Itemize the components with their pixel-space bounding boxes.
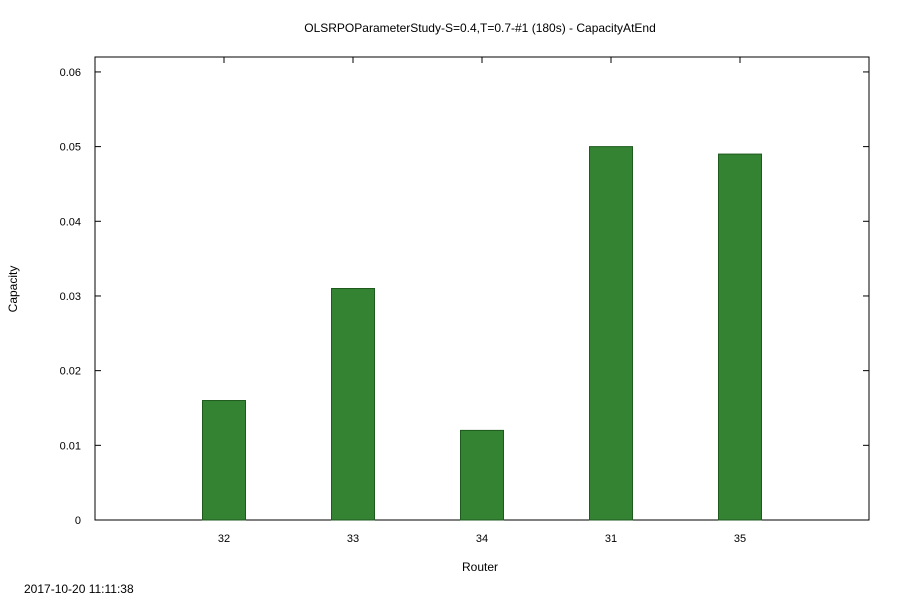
bar-router-35 [718,153,762,521]
x-tick-label: 32 [218,533,230,545]
y-tick-label: 0.03 [60,291,81,303]
x-tick-label: 35 [734,533,746,545]
bars [202,146,762,521]
timestamp: 2017-10-20 11:11:38 [24,582,134,596]
y-tick-label: 0.02 [60,366,81,378]
x-tick-label: 33 [347,533,359,545]
bar-router-34 [460,429,504,521]
bar-router-33 [331,288,375,521]
x-tick-label: 31 [605,533,617,545]
plot-area: 0 0.01 0.02 0.03 0.04 0.05 0.06 32 33 34 31 35 [60,56,870,545]
y-axis-label: Capacity [6,266,20,313]
y-tick-label: 0.04 [60,216,81,228]
bar-router-32 [202,400,246,521]
y-tick-label: 0.01 [60,440,81,452]
chart-title: OLSRPOParameterStudy-S=0.4,T=0.7-#1 (180… [304,21,656,35]
y-tick-label: 0.06 [60,67,81,79]
x-tick-label: 34 [476,533,488,545]
y-axis-ticks: 0 0.01 0.02 0.03 0.04 0.05 0.06 [60,67,869,527]
y-tick-label: 0.05 [60,142,81,154]
x-axis-label: Router [462,560,498,574]
bar-router-31 [589,146,633,521]
y-tick-label: 0 [75,515,81,527]
